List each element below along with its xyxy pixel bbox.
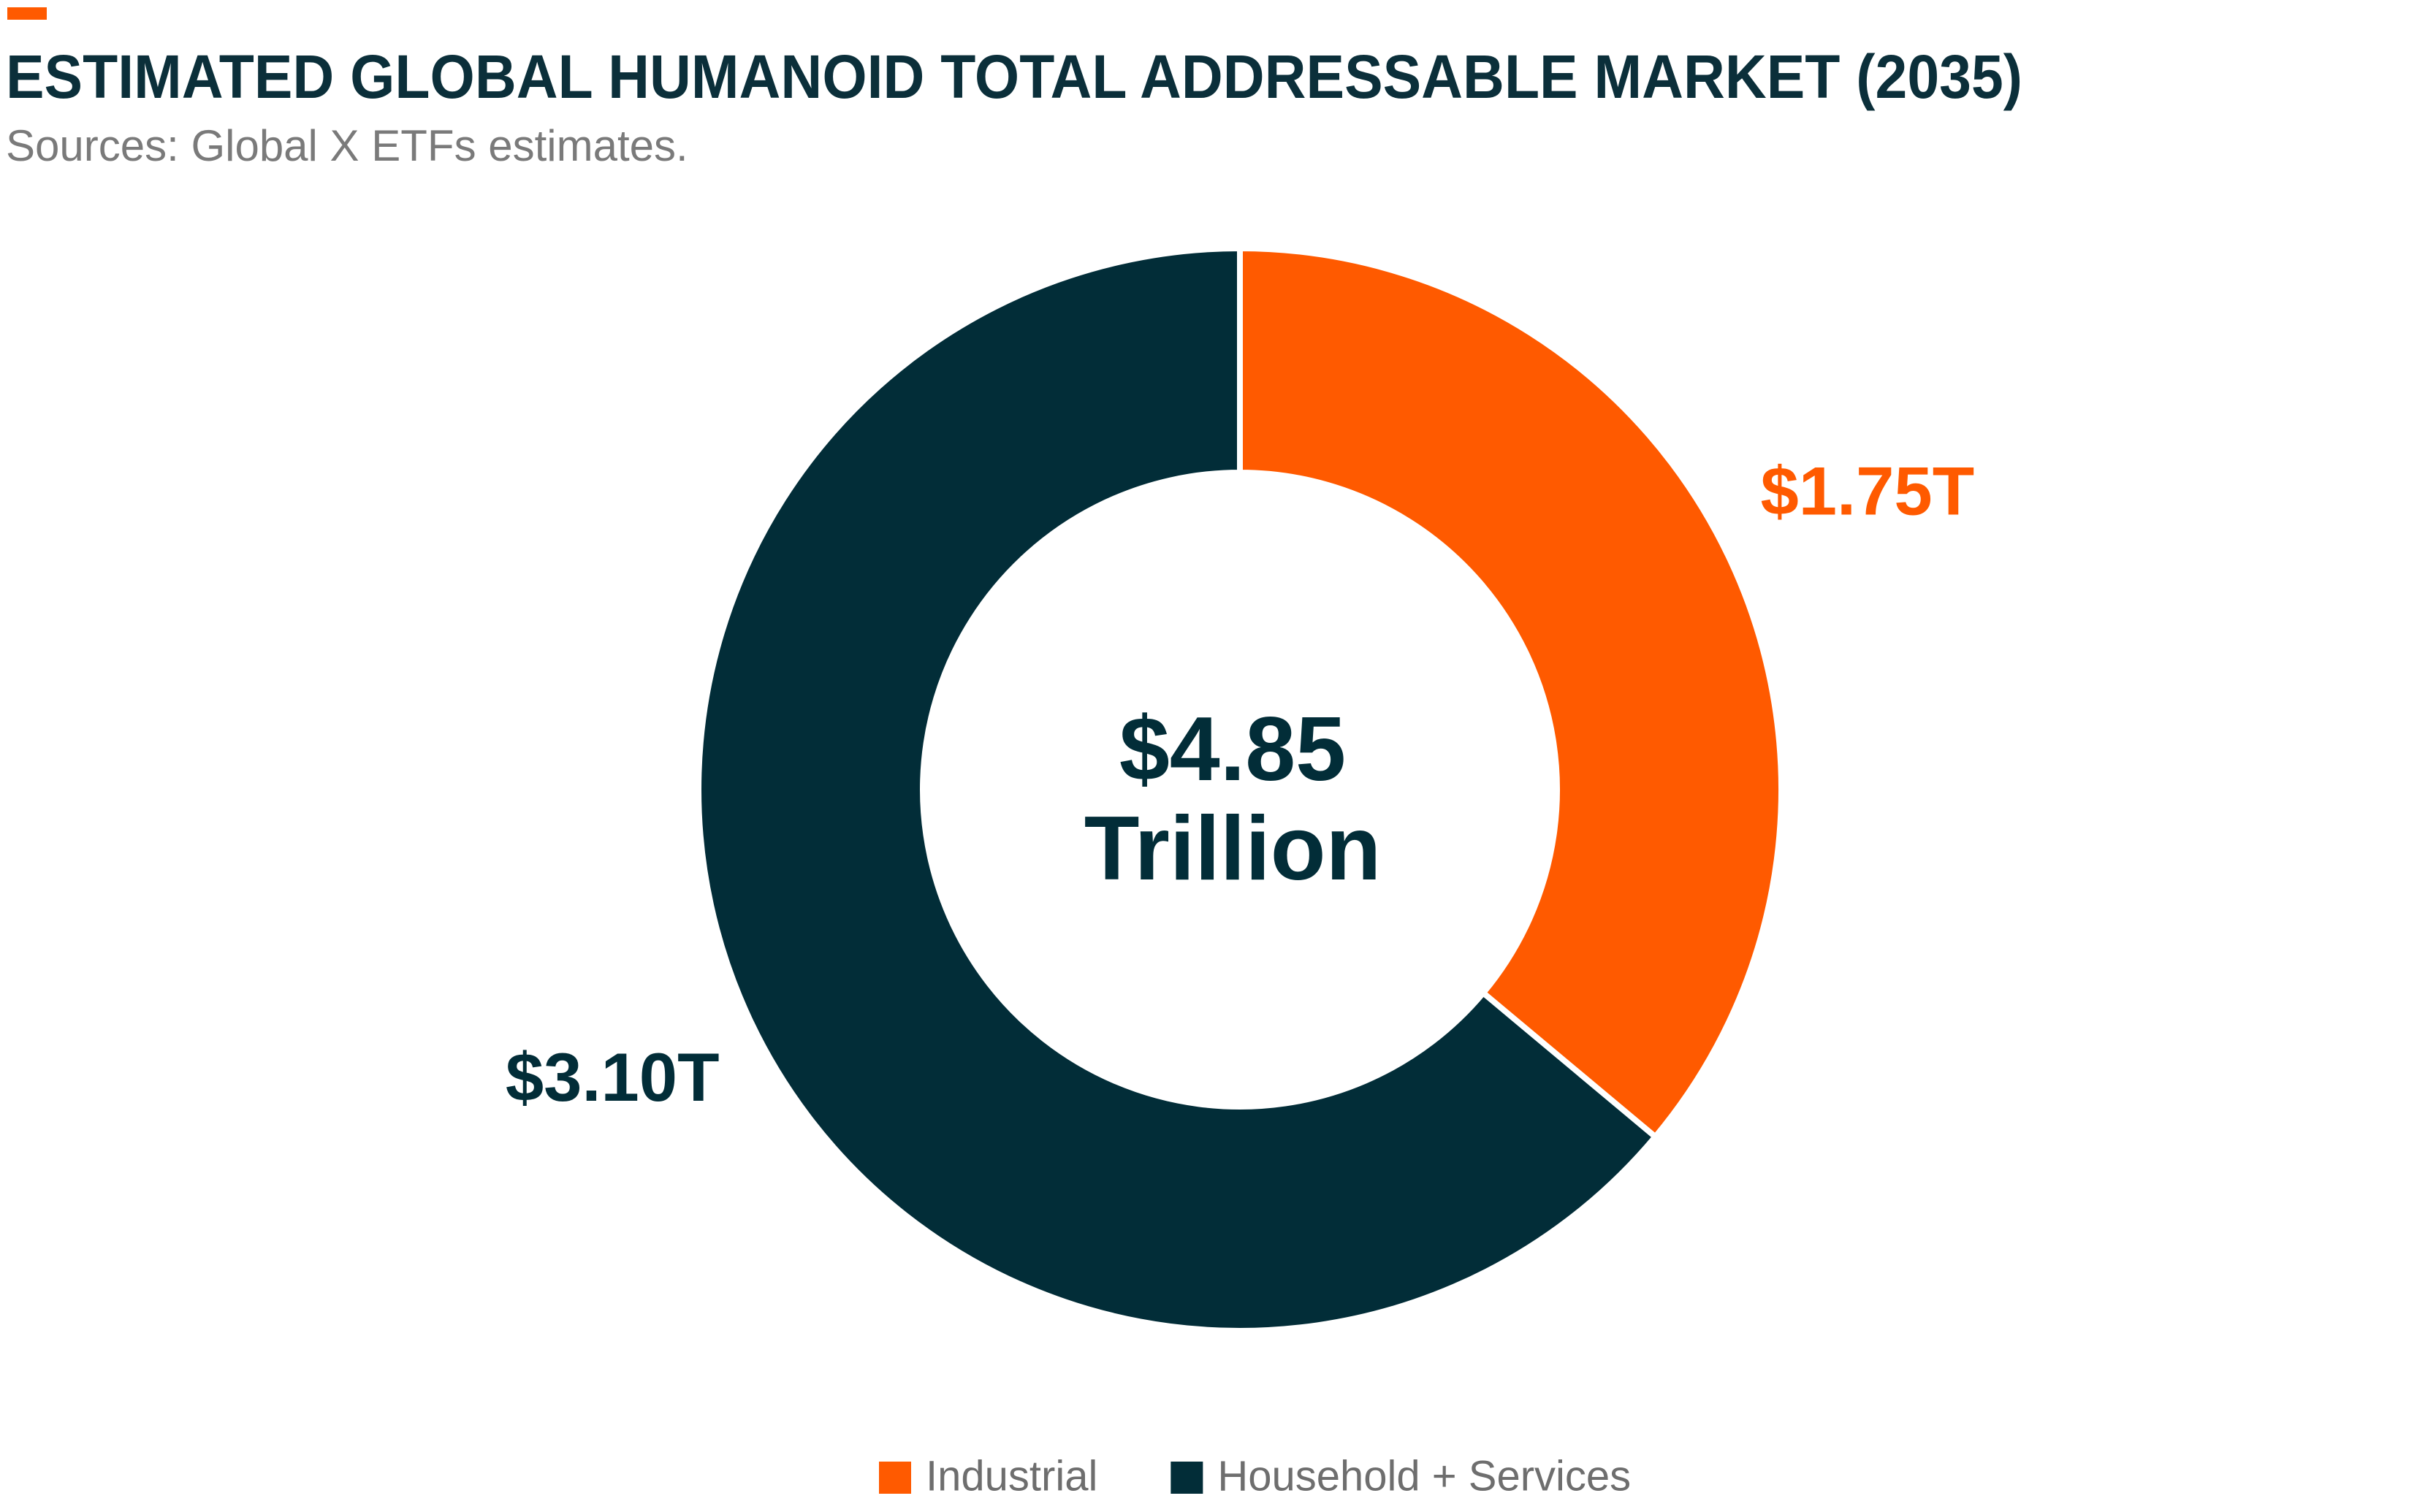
legend-swatch xyxy=(1171,1462,1203,1494)
legend-label: Industrial xyxy=(926,1452,1097,1500)
chart-subtitle: Sources: Global X ETFs estimates. xyxy=(6,121,688,170)
value-label: $1.75T xyxy=(1760,452,1974,529)
legend-swatch xyxy=(879,1462,911,1494)
donut-slice xyxy=(696,245,1660,1334)
value-label: $3.10T xyxy=(506,1039,720,1115)
legend-label: Household + Services xyxy=(1217,1452,1631,1500)
center-label: Trillion xyxy=(1084,798,1381,899)
chart-title: ESTIMATED GLOBAL HUMANOID TOTAL ADDRESSA… xyxy=(6,42,2022,111)
donut-slice xyxy=(1237,245,1785,1141)
accent-bar xyxy=(7,7,47,20)
center-label: $4.85 xyxy=(1119,699,1346,800)
